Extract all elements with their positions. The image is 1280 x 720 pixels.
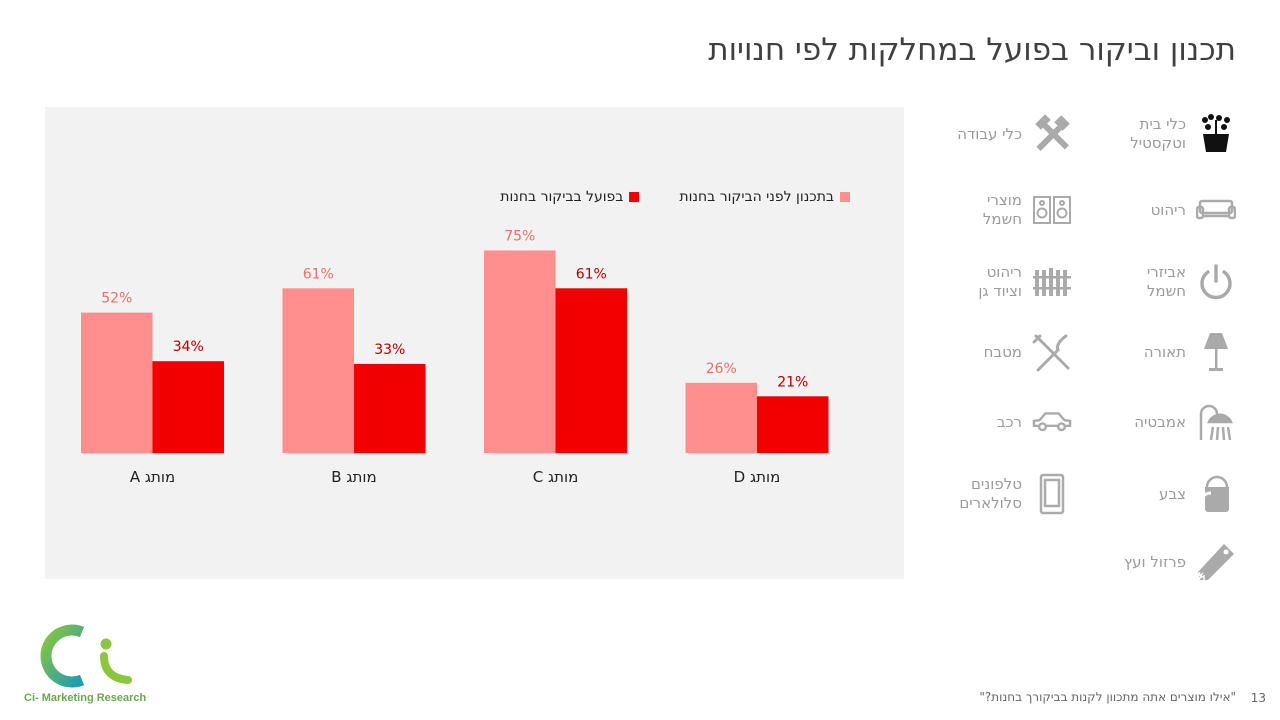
department-label: ריהוט וציוד גן	[978, 263, 1022, 300]
department-label: מוצרי חשמל	[982, 191, 1022, 228]
bar-actual-3	[757, 396, 829, 453]
cutlery-icon	[1032, 332, 1072, 372]
department-work-tools[interactable]: כלי עבודה	[957, 114, 1072, 154]
tools-icon	[1032, 114, 1072, 154]
department-mobile-phones[interactable]: טלפונים סלולארים	[959, 473, 1072, 515]
department-paint[interactable]: צבע	[1159, 474, 1236, 514]
sofa-icon	[1196, 190, 1236, 230]
department-lighting[interactable]: תאורה	[1144, 332, 1236, 372]
department-label: אביזרי חשמל	[1146, 263, 1186, 300]
bar-actual-2	[555, 288, 627, 453]
category-label-1: מותג B	[331, 468, 376, 486]
legend-label-actual: בפועל בביקור בחנות	[500, 189, 624, 205]
legend-item-actual: בפועל בביקור בחנות	[500, 189, 640, 205]
department-bath[interactable]: אמבטיה	[1134, 402, 1236, 442]
category-label-3: מותג D	[734, 468, 781, 486]
data-label-planned-0: 52%	[101, 291, 132, 307]
bar-planned-2	[484, 250, 556, 453]
department-hardware-wood[interactable]: פרזול ועץ	[1124, 542, 1236, 582]
data-label-planned-1: 61%	[303, 266, 334, 282]
department-label: תאורה	[1143, 342, 1186, 361]
department-label: צבע	[1159, 484, 1186, 503]
department-label: מטבח	[983, 342, 1022, 361]
department-label: טלפונים סלולארים	[959, 475, 1022, 512]
legend-swatch-planned	[840, 192, 850, 202]
phone-icon	[1032, 473, 1072, 515]
speakers-icon	[1032, 190, 1072, 230]
department-electrical-accessories[interactable]: אביזרי חשמל	[1147, 262, 1236, 302]
department-label: רכב	[996, 412, 1022, 431]
department-label: כלי עבודה	[957, 124, 1022, 143]
legend-item-planned: בתכנון לפני הביקור בחנות	[679, 189, 850, 205]
data-label-planned-3: 26%	[706, 361, 737, 377]
chart-legend: בתכנון לפני הביקור בחנות בפועל בביקור בח…	[430, 189, 850, 205]
data-label-actual-2: 61%	[576, 266, 607, 282]
paint-bucket-icon	[1196, 474, 1236, 514]
department-electronics[interactable]: מוצרי חשמל	[983, 190, 1072, 230]
department-label: פרזול ועץ	[1124, 552, 1186, 571]
bar-planned-0	[81, 312, 153, 453]
bar-actual-0	[152, 361, 224, 453]
data-label-actual-3: 21%	[777, 374, 808, 390]
lamp-icon	[1196, 332, 1236, 372]
shower-icon	[1196, 402, 1236, 442]
company-logo	[40, 624, 132, 688]
bar-chart: 52% 34% מותג A 61% 33% מותג B 75% 61% מותג C 26% 2…	[81, 229, 829, 486]
company-logo-text: Ci- Marketing Research	[24, 692, 147, 704]
department-label: כלי בית וטקסטיל	[1130, 115, 1186, 152]
power-icon	[1196, 262, 1236, 302]
bar-actual-1	[354, 363, 426, 453]
department-furniture[interactable]: ריהוט	[1151, 190, 1236, 230]
plant-pot-icon	[1196, 114, 1236, 154]
car-icon	[1032, 402, 1072, 442]
department-garden-furniture[interactable]: ריהוט וציוד גן	[978, 262, 1072, 302]
department-label: אמבטיה	[1134, 412, 1186, 431]
category-label-0: מותג A	[130, 468, 175, 486]
bar-planned-3	[685, 382, 757, 453]
department-car[interactable]: רכב	[997, 402, 1072, 442]
department-panel: כלי בית וטקסטיל ריהוט אביזרי חשמל תאורה	[920, 110, 1280, 590]
chart-panel: 52% 34% מותג A 61% 33% מותג B 75% 61% מותג C 26% 2…	[45, 107, 904, 579]
data-label-actual-1: 33%	[374, 342, 405, 358]
department-kitchen[interactable]: מטבח	[984, 332, 1072, 372]
fence-icon	[1032, 262, 1072, 302]
department-home-textile[interactable]: כלי בית וטקסטיל	[1130, 114, 1236, 154]
category-label-2: מותג C	[533, 468, 579, 486]
saw-icon	[1196, 542, 1236, 582]
survey-question-footnote: "אילו מוצרים אתה מתכוון לקנות בביקורך בח…	[979, 690, 1236, 704]
bar-planned-1	[282, 288, 354, 453]
data-label-actual-0: 34%	[173, 339, 204, 355]
data-label-planned-2: 75%	[504, 229, 535, 245]
legend-label-planned: בתכנון לפני הביקור בחנות	[679, 189, 834, 205]
legend-swatch-actual	[629, 192, 640, 202]
page-number: 13	[1250, 691, 1266, 705]
department-label: ריהוט	[1150, 200, 1186, 219]
page-title: תכנון וביקור בפועל במחלקות לפי חנויות	[708, 32, 1236, 68]
